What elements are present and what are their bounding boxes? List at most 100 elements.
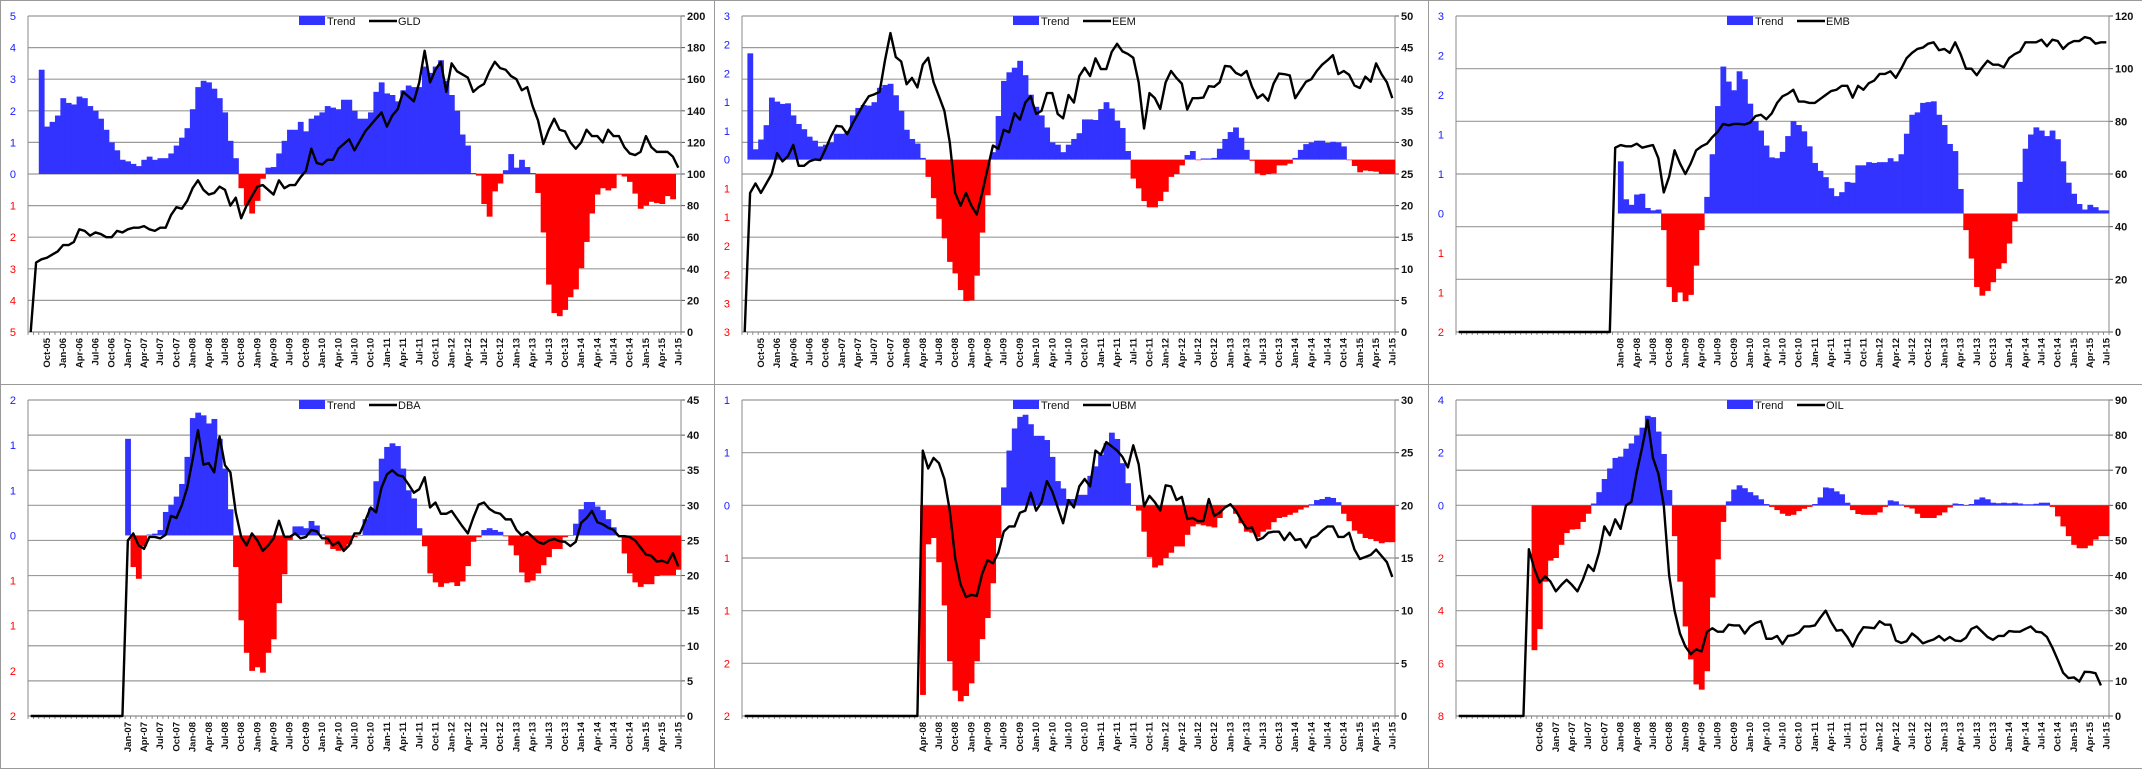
trend-bar: [1731, 489, 1738, 506]
trend-bar: [227, 509, 234, 536]
x-tick-label: Apr-11: [1826, 721, 1837, 751]
trend-bar: [1822, 487, 1829, 506]
trend-bar: [1357, 159, 1364, 173]
trend-bar: [303, 131, 310, 174]
trend-bar: [270, 167, 277, 174]
x-tick-label: Jul-08: [1648, 722, 1659, 749]
trend-bar: [2028, 134, 2034, 214]
left-tick-label: 2: [10, 666, 16, 678]
x-tick-label: Apr-07: [139, 338, 150, 368]
legend-trend-label: Trend: [1755, 400, 1783, 412]
trend-bar: [125, 438, 131, 536]
chart-panel-ubm: 30 25 20 15 10 5 0 1 1 0 1 1 2 2 Apr-08 Jul-08 Oct-08 Jan…: [714, 384, 1429, 769]
trend-bar: [1028, 424, 1034, 506]
trend-bar: [1682, 213, 1689, 302]
trend-bar: [341, 99, 347, 174]
x-tick-label: Jul-08: [1648, 338, 1659, 365]
x-tick-label: Oct-14: [2053, 337, 2064, 367]
trend-bar: [1747, 492, 1754, 506]
trend-bar: [1146, 505, 1153, 557]
x-tick-label: Jan-12: [447, 338, 458, 368]
trend-bar: [1736, 71, 1743, 214]
left-tick-label: 2: [724, 40, 730, 52]
trend-bar: [1763, 145, 1770, 214]
trend-bar: [1952, 151, 1959, 214]
trend-bar: [1265, 505, 1272, 530]
x-tick-label: Oct-11: [1858, 721, 1869, 751]
trend-bar: [1731, 90, 1738, 214]
trend-bar: [925, 159, 932, 177]
trend-bar: [768, 97, 775, 160]
trend-bar: [1752, 495, 1759, 506]
legend-trend-swatch: [1013, 400, 1039, 409]
x-tick-label: Oct-08: [950, 338, 961, 368]
trend-bar: [152, 533, 158, 536]
x-tick-label: Apr-07: [853, 338, 864, 368]
trend-bar: [1844, 181, 1851, 214]
x-tick-label: Jan-09: [252, 338, 263, 368]
x-tick-label: Oct-05: [42, 337, 53, 367]
trend-bar: [887, 83, 894, 160]
trend-bar: [308, 520, 315, 536]
trend-bar: [1936, 505, 1943, 516]
x-tick-label: Jan-12: [1875, 722, 1886, 752]
legend-price-label: OIL: [1826, 400, 1844, 412]
trend-bar: [502, 170, 509, 174]
x-tick-label: Oct-12: [1923, 338, 1934, 368]
left-tick-label: 2: [724, 241, 730, 253]
x-tick-label: Jul-15: [1387, 721, 1398, 749]
trend-bar: [1125, 151, 1131, 160]
right-tick-label: 60: [687, 232, 699, 244]
trend-bar: [1114, 438, 1121, 506]
legend: Trend UBM: [1013, 400, 1136, 412]
trend-bar: [1130, 159, 1137, 179]
trend-bar: [260, 535, 266, 673]
trend-bar: [2092, 505, 2099, 540]
trend-bar: [1195, 159, 1202, 161]
trend-bar: [1346, 505, 1353, 522]
x-tick-label: Apr-08: [918, 338, 929, 368]
trend-bar: [1168, 505, 1175, 553]
trend-bar: [1108, 432, 1115, 506]
x-tick-label: Apr-10: [333, 722, 344, 752]
trend-bar: [135, 535, 142, 579]
trend-bar: [1222, 138, 1229, 160]
trend-bar: [957, 505, 964, 702]
trend-bar: [1563, 505, 1570, 533]
left-tick-label: 3: [724, 11, 730, 23]
trend-bar: [822, 144, 829, 160]
trend-bar: [2017, 503, 2024, 506]
trend-bar: [475, 174, 482, 176]
trend-bar: [1742, 79, 1748, 214]
trend-bar: [1287, 159, 1293, 164]
trend-bar: [567, 535, 574, 536]
x-tick-label: Apr-14: [1306, 337, 1317, 368]
trend-bar: [1909, 114, 1916, 214]
trend-bar: [1817, 497, 1824, 506]
trend-bar: [1324, 496, 1331, 506]
right-tick-label: 25: [1401, 169, 1413, 181]
trend-bar: [98, 118, 104, 174]
trend-bar: [443, 80, 450, 174]
trend-bar: [335, 109, 342, 174]
trend-bar: [330, 535, 337, 549]
trend-bar: [206, 82, 212, 174]
x-tick-label: Jan-14: [2004, 721, 2015, 752]
left-tick-label: 1: [724, 395, 730, 407]
trend-bar: [621, 535, 628, 554]
x-tick-label: Apr-15: [1371, 721, 1382, 752]
trend-bar: [947, 505, 953, 662]
trend-bar: [1785, 136, 1791, 214]
trend-bar: [600, 174, 606, 189]
trend-bar: [1033, 106, 1040, 160]
right-tick-label: 0: [687, 711, 693, 723]
right-tick-label: 40: [687, 430, 699, 442]
trend-bar: [1941, 125, 1948, 214]
x-tick-label: Jan-14: [576, 337, 587, 368]
x-tick-label: Oct-06: [1535, 722, 1546, 752]
trend-bar: [508, 154, 515, 174]
trend-bar: [108, 142, 115, 174]
trend-bar: [1314, 140, 1320, 160]
right-tick-label: 140: [687, 106, 705, 118]
trend-bar: [1341, 146, 1347, 160]
